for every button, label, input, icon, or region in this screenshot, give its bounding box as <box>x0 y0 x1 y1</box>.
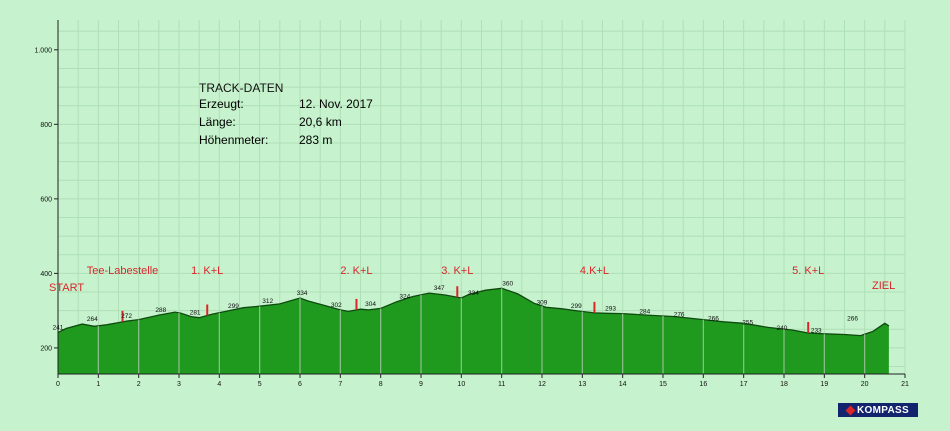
kompass-logo: KOMPASS <box>838 403 918 417</box>
elevation-label: 302 <box>331 302 342 309</box>
elevation-value: 283 m <box>299 133 333 147</box>
x-tick-label: 7 <box>338 381 342 388</box>
x-tick-label: 14 <box>619 381 627 388</box>
elevation-label: 299 <box>571 303 582 310</box>
waypoint-label: 5. K+L <box>792 265 824 277</box>
y-tick-label: 600 <box>40 196 52 203</box>
y-tick-label: 200 <box>40 345 52 352</box>
axes <box>54 20 906 378</box>
elevation-label: 276 <box>674 312 685 319</box>
elevation-label: 255 <box>742 319 753 326</box>
elevation-label: 266 <box>708 315 719 322</box>
x-tick-label: 18 <box>780 381 788 388</box>
waypoint-marker <box>206 304 209 316</box>
start-label: START <box>49 282 84 294</box>
track-info-title: TRACK-DATEN <box>199 81 284 95</box>
waypoint-label: Tee-Labestelle <box>87 265 159 277</box>
waypoint-label: 2. K+L <box>340 265 372 277</box>
elevation-area <box>57 287 890 374</box>
x-tick-label: 9 <box>419 381 423 388</box>
x-tick-label: 21 <box>901 381 909 388</box>
elevation-label: 288 <box>155 307 166 314</box>
waypoint-marker <box>355 298 358 310</box>
length-value: 20,6 km <box>299 115 342 129</box>
x-tick-label: 4 <box>217 381 221 388</box>
elevation-label: 304 <box>365 301 376 308</box>
elevation-label: 324 <box>399 294 410 301</box>
waypoint-label: 1. K+L <box>191 265 223 277</box>
x-tick-label: 6 <box>298 381 302 388</box>
elevation-label: 284 <box>639 309 650 316</box>
elevation-label: Höhenmeter: <box>199 133 269 147</box>
created-value: 12. Nov. 2017 <box>299 97 373 111</box>
kompass-logo-icon <box>845 405 856 415</box>
elevation-label: 309 <box>537 299 548 306</box>
x-tick-label: 1 <box>96 381 100 388</box>
y-tick-label: 400 <box>40 271 52 278</box>
x-tick-label: 17 <box>740 381 748 388</box>
elevation-label: 299 <box>228 303 239 310</box>
x-tick-label: 19 <box>820 381 828 388</box>
elevation-label: 347 <box>434 285 445 292</box>
elevation-label: 264 <box>87 316 98 323</box>
length-label: Länge: <box>199 115 236 129</box>
x-tick-label: 8 <box>379 381 383 388</box>
end-label: ZIEL <box>872 280 895 292</box>
y-tick-label: 800 <box>40 122 52 129</box>
created-label: Erzeugt: <box>199 97 244 111</box>
elevation-label: 240 <box>777 325 788 332</box>
x-tick-label: 13 <box>578 381 586 388</box>
elevation-line <box>57 287 890 337</box>
elevation-area-fill <box>58 288 889 374</box>
x-tick-label: 12 <box>538 381 546 388</box>
elevation-label: 360 <box>502 280 513 287</box>
waypoint-label: 4.K+L <box>580 265 609 277</box>
x-tick-label: 10 <box>457 381 465 388</box>
x-tick-label: 15 <box>659 381 667 388</box>
x-tick-label: 11 <box>498 381 505 388</box>
labels: 0 1 2 3 4 5 6 7 8 9 10 11 12 13 14 15 16 17 18 19 20 21200400… <box>34 47 909 388</box>
waypoint-marker <box>593 301 596 313</box>
elevation-label: 312 <box>262 298 273 305</box>
x-tick-label: 3 <box>177 381 181 388</box>
x-tick-label: 0 <box>56 381 60 388</box>
elevation-label: 233 <box>811 328 822 335</box>
y-tick-label: 1.000 <box>34 47 52 54</box>
elevation-label: 334 <box>468 290 479 297</box>
waypoint-marker <box>807 322 810 334</box>
kompass-logo-text: KOMPASS <box>857 404 909 416</box>
elevation-label: 293 <box>605 305 616 312</box>
waypoint-marker <box>121 310 124 322</box>
x-tick-label: 5 <box>258 381 262 388</box>
waypoint-marker <box>456 286 459 298</box>
elevation-label: 272 <box>121 313 132 320</box>
km-lines <box>97 288 866 374</box>
x-tick-label: 2 <box>137 381 141 388</box>
elevation-label: 266 <box>847 315 858 322</box>
x-tick-label: 16 <box>699 381 707 388</box>
x-tick-label: 20 <box>861 381 869 388</box>
elevation-label: 334 <box>297 290 308 297</box>
waypoint-markers <box>121 286 810 334</box>
elevation-label: 241 <box>53 325 64 332</box>
elevation-label: 281 <box>190 310 201 317</box>
waypoint-label: 3. K+L <box>441 265 473 277</box>
